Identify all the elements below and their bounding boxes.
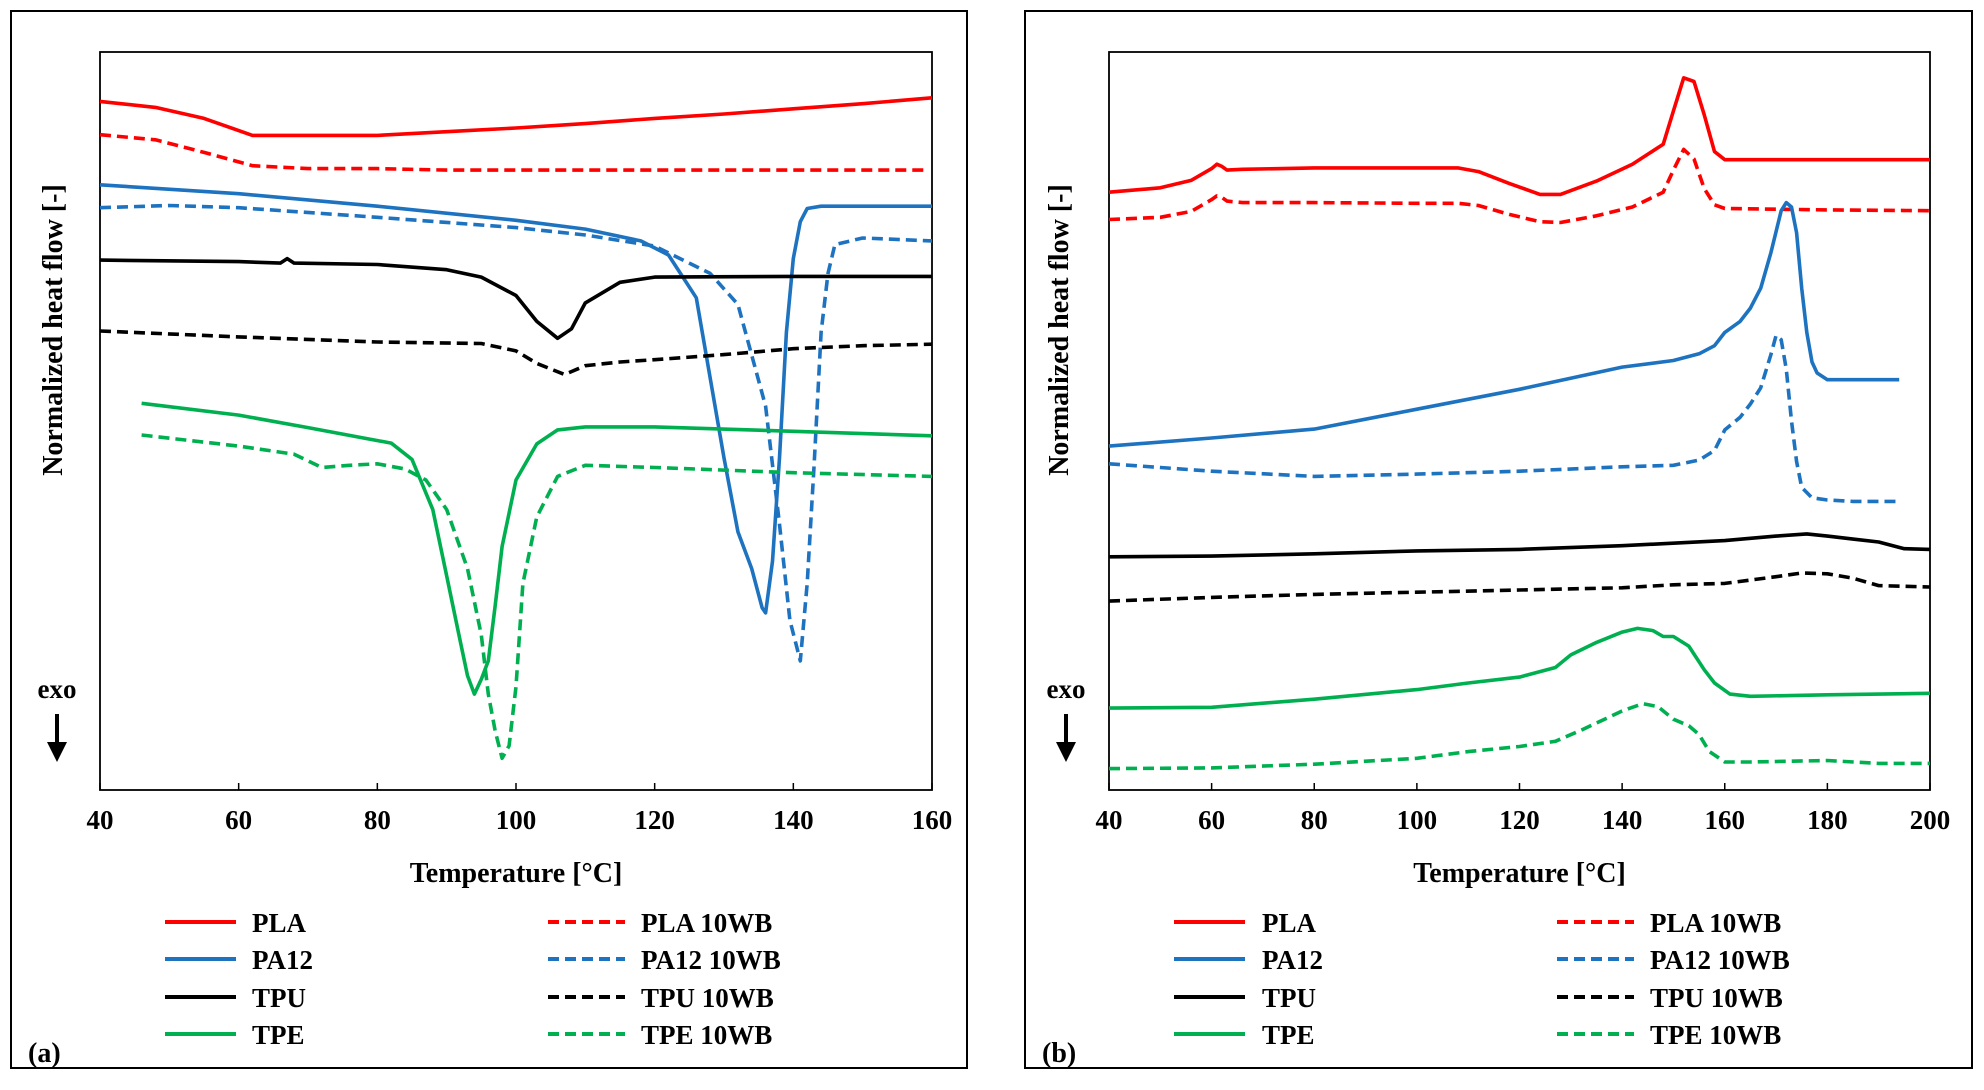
series-line-pla-10wb xyxy=(99,132,926,172)
legend-label: PLA xyxy=(1262,908,1317,938)
panel-label: (b) xyxy=(1042,1038,1076,1069)
legend-label: TPU 10WB xyxy=(641,983,774,1013)
x-tick-label: 60 xyxy=(1198,805,1225,835)
legend-label: PA12 xyxy=(252,945,313,975)
x-tick-label: 40 xyxy=(87,805,114,835)
legend-label: PA12 10WB xyxy=(641,945,781,975)
series-line-tpe xyxy=(1108,626,1931,710)
x-tick-label: 100 xyxy=(496,805,537,835)
legend-label: PA12 xyxy=(1262,945,1323,975)
series-line-tpu xyxy=(1108,532,1931,559)
x-tick-label: 160 xyxy=(1705,805,1746,835)
x-tick-label: 40 xyxy=(1096,805,1123,835)
legend-label: TPE 10WB xyxy=(1650,1020,1781,1050)
series-line-pa12 xyxy=(1108,200,1900,448)
legend-label: TPE 10WB xyxy=(641,1020,772,1050)
chart-panel-b: 40 60 80 100 120 140 160 180 200 Temperature [°C]… xyxy=(1024,10,1973,1069)
exo-label: exo xyxy=(38,674,77,704)
x-tick-label: 80 xyxy=(1301,805,1328,835)
legend-label: TPU 10WB xyxy=(1650,983,1783,1013)
legend-label: PLA 10WB xyxy=(1650,908,1781,938)
legend-label: TPE xyxy=(252,1020,305,1050)
series-line-pa12-10wb xyxy=(1108,333,1900,504)
panel-frame xyxy=(10,10,968,1069)
x-tick-label: 140 xyxy=(1602,805,1643,835)
series-line-tpu xyxy=(99,256,932,341)
plot-area xyxy=(1108,51,1931,791)
series-line-pla xyxy=(99,96,933,138)
chart-panel-a: 40 60 80 100 120 140 160 Temperature [°C] Normal… xyxy=(10,10,968,1069)
legend-label: PLA xyxy=(252,908,307,938)
x-tick-label: 120 xyxy=(634,805,675,835)
y-axis-label: Normalized heat flow [-] xyxy=(1044,184,1075,476)
x-tick-label: 120 xyxy=(1499,805,1540,835)
series-line-tpu-10wb xyxy=(99,329,933,377)
panel-label: (a) xyxy=(28,1038,61,1069)
x-tick-label: 200 xyxy=(1910,805,1951,835)
series-line-pa12 xyxy=(99,183,932,615)
x-axis-label: Temperature [°C] xyxy=(410,858,623,889)
legend-label: TPE xyxy=(1262,1020,1315,1050)
panel-frame xyxy=(1024,10,1973,1069)
series-line-tpe xyxy=(141,401,933,696)
series-line-pla-10wb xyxy=(1108,147,1931,225)
x-tick-label: 180 xyxy=(1807,805,1848,835)
x-tick-label: 100 xyxy=(1397,805,1438,835)
exo-arrow-icon xyxy=(1056,742,1076,762)
series-line-pla xyxy=(1108,76,1930,197)
series-line-tpu-10wb xyxy=(1108,571,1931,603)
series-line-tpe-10wb xyxy=(141,433,933,761)
x-tick-label: 80 xyxy=(364,805,391,835)
series-line-tpe-10wb xyxy=(1108,701,1930,771)
legend-label: PA12 10WB xyxy=(1650,945,1790,975)
exo-arrow-icon xyxy=(47,742,67,762)
x-tick-label: 60 xyxy=(225,805,252,835)
series-line-pa12-10wb xyxy=(99,203,933,663)
x-axis-label: Temperature [°C] xyxy=(1413,858,1626,889)
exo-label: exo xyxy=(1047,674,1086,704)
legend-label: TPU xyxy=(1262,983,1316,1013)
x-tick-label: 160 xyxy=(912,805,953,835)
x-tick-label: 140 xyxy=(773,805,814,835)
legend-label: TPU xyxy=(252,983,306,1013)
y-axis-label: Normalized heat flow [-] xyxy=(38,184,69,476)
legend-label: PLA 10WB xyxy=(641,908,772,938)
